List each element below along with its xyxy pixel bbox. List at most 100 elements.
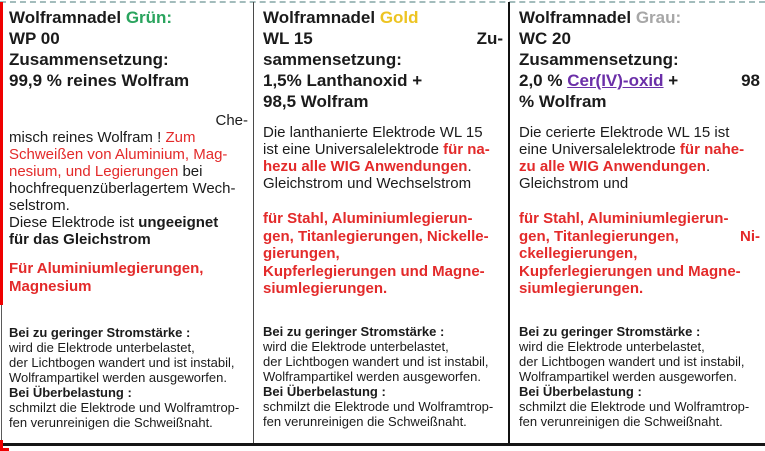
- text-line: gierungen,: [263, 245, 503, 263]
- text-line: Schweißen von Aluminium, Mag-: [9, 146, 248, 163]
- column-gruen: Wolframnadel Grün: WP 00 Zusammensetzung: 9…: [0, 2, 253, 444]
- table-left-gray-border: [1, 305, 2, 444]
- text-segment: 1,5% Lanthanoxid +: [263, 71, 423, 90]
- text-line: Zusammensetzung:: [519, 49, 760, 70]
- text-segment: Wolframnadel: [263, 8, 380, 27]
- line-right-part: Zu-: [477, 28, 503, 49]
- gruen-description: Che-misch reines Wolfram ! Zum Schweißen …: [9, 112, 248, 248]
- text-segment: selstrom.: [9, 197, 70, 214]
- text-segment: wird die Elektrode unterbelastet,: [9, 340, 195, 355]
- text-segment: Zu-: [476, 29, 503, 48]
- text-segment: Wolframpartikel werden ausgeworfen.: [263, 368, 481, 384]
- table-left-red-border: [0, 2, 3, 305]
- gold-warnings: Bei zu geringer Stromstärke : wird die El…: [263, 324, 503, 429]
- text-segment: für Stahl, Aluminiumlegierun-: [263, 210, 473, 227]
- text-line: ist eine Universalelektrode für na-: [263, 141, 503, 158]
- cer-iv-oxid-link[interactable]: Cer(IV)-oxid: [567, 71, 664, 90]
- text-line: Bei zu geringer Stromstärke :: [9, 325, 248, 340]
- text-line: nesium, und Legierungen bei: [9, 163, 248, 180]
- text-segment: schmilzt die Elektrode und Wolframtrop-: [519, 398, 750, 414]
- text-line: Wolframnadel Grau:: [519, 7, 760, 28]
- text-line: 98,5 Wolfram: [263, 91, 503, 112]
- text-segment: Zum: [165, 129, 196, 146]
- text-segment: 98: [741, 71, 760, 90]
- gold-applications: für Stahl, Aluminiumlegierun-gen, Titanl…: [263, 210, 503, 298]
- text-line: gen, Titanlegierungen, Nickelle-: [263, 228, 503, 246]
- line-right-part: Ni-: [740, 228, 760, 246]
- text-segment: WC 20: [519, 29, 571, 48]
- text-segment: Bei Überbelastung :: [9, 385, 132, 400]
- text-segment: gierungen,: [263, 245, 340, 262]
- text-segment: Gleichstrom und Wechselstrom: [263, 175, 472, 192]
- text-segment: 99,9 % reines Wolfram: [9, 71, 190, 90]
- text-line: gen, Titanlegierungen, Ni-: [519, 228, 760, 246]
- text-segment: siumlegierungen.: [263, 280, 388, 297]
- grau-header: Wolframnadel Grau: WC 20 Zusammensetzung: 2…: [519, 7, 760, 112]
- gold-description: Die lanthanierte Elektrode WL 15 ist eine…: [263, 124, 503, 192]
- text-segment: 98,5 Wolfram: [263, 92, 369, 111]
- text-line: für Stahl, Aluminiumlegierun-: [263, 210, 503, 228]
- text-line: fen verunreinigen die Schweißnaht.: [9, 415, 248, 430]
- text-line: Wolframpartikel werden ausgeworfen.: [9, 370, 248, 385]
- text-line: 2,0 % Cer(IV)-oxid +98: [519, 70, 760, 91]
- text-line: Bei Überbelastung :: [263, 384, 503, 399]
- text-line: wird die Elektrode unterbelastet,: [263, 339, 503, 354]
- text-line: Die lanthanierte Elektrode WL 15: [263, 124, 503, 141]
- text-line: Che-: [9, 112, 248, 129]
- text-segment: Bei zu geringer Stromstärke :: [9, 325, 191, 340]
- column-gold: Wolframnadel Gold WL 15 Zu-sammensetzung: 1…: [253, 2, 508, 444]
- text-line: Wolframpartikel werden ausgeworfen.: [519, 369, 760, 384]
- text-segment: Diese Elektrode ist: [9, 214, 139, 231]
- text-segment: ckellegierungen,: [519, 245, 638, 262]
- text-line: Diese Elektrode ist ungeeignet: [9, 214, 248, 231]
- text-segment: sammensetzung:: [263, 50, 402, 69]
- text-line: selstrom.: [9, 197, 248, 214]
- text-segment: Bei zu geringer Stromstärke :: [263, 323, 445, 339]
- text-segment: ist eine Universalelektrode: [263, 141, 444, 158]
- column-grau: Wolframnadel Grau: WC 20 Zusammensetzung: 2…: [508, 2, 765, 444]
- text-segment: WP 00: [9, 29, 60, 48]
- text-segment: Grau:: [635, 8, 682, 27]
- text-line: % Wolfram: [519, 91, 760, 112]
- text-line: für das Gleichstrom: [9, 231, 248, 248]
- text-segment: hochfrequenzüberlagertem Wech-: [9, 180, 236, 197]
- text-segment: eine Universalelektrode: [519, 141, 680, 158]
- text-line: hezu alle WIG Anwendungen.: [263, 158, 503, 175]
- text-segment: ungeeignet: [138, 214, 219, 231]
- text-line: für Stahl, Aluminiumlegierun-: [519, 210, 760, 228]
- text-segment: bei: [182, 163, 203, 180]
- text-line: Bei zu geringer Stromstärke :: [263, 324, 503, 339]
- text-line: siumlegierungen.: [263, 280, 503, 298]
- line-right-part: 98: [741, 70, 760, 91]
- text-segment: Bei Überbelastung :: [519, 383, 642, 399]
- text-segment: nesium, und Legierungen: [9, 163, 183, 180]
- text-line: schmilzt die Elektrode und Wolframtrop-: [9, 400, 248, 415]
- gruen-applications: Für Aluminiumlegierungen, Magnesium: [9, 260, 248, 295]
- text-line: 99,9 % reines Wolfram: [9, 70, 248, 91]
- gold-header: Wolframnadel Gold WL 15 Zu-sammensetzung: 1…: [263, 7, 503, 112]
- text-line: Gleichstrom und Wechselstrom: [263, 175, 503, 192]
- text-line: Wolframpartikel werden ausgeworfen.: [263, 369, 503, 384]
- text-line: schmilzt die Elektrode und Wolframtrop-: [519, 399, 760, 414]
- text-line: hochfrequenzüberlagertem Wech-: [9, 180, 248, 197]
- text-segment: siumlegierungen.: [519, 280, 644, 297]
- grau-warnings: Bei zu geringer Stromstärke : wird die El…: [519, 324, 760, 429]
- text-line: der Lichtbogen wandert und ist instabil,: [263, 354, 503, 369]
- text-line: fen verunreinigen die Schweißnaht.: [519, 414, 760, 429]
- text-line: eine Universalelektrode für nahe-: [519, 141, 760, 158]
- grau-applications: für Stahl, Aluminiumlegierun-gen, Titanl…: [519, 210, 760, 298]
- text-line: sammensetzung:: [263, 49, 503, 70]
- text-segment: der Lichtbogen wandert und ist instabil,: [519, 353, 745, 369]
- corner-red-mark: [0, 448, 9, 451]
- line-left-part: WL 15: [263, 28, 313, 49]
- text-segment: schmilzt die Elektrode und Wolframtrop-: [9, 400, 240, 415]
- text-segment: Für Aluminiumlegierungen,: [9, 260, 204, 277]
- text-line: misch reines Wolfram ! Zum: [9, 129, 248, 146]
- text-line: Wolframnadel Grün:: [9, 7, 248, 28]
- text-line: wird die Elektrode unterbelastet,: [9, 340, 248, 355]
- text-segment: fen verunreinigen die Schweißnaht.: [9, 415, 213, 430]
- text-segment: fen verunreinigen die Schweißnaht.: [263, 413, 467, 429]
- text-segment: Schweißen von Aluminium, Mag-: [9, 146, 228, 163]
